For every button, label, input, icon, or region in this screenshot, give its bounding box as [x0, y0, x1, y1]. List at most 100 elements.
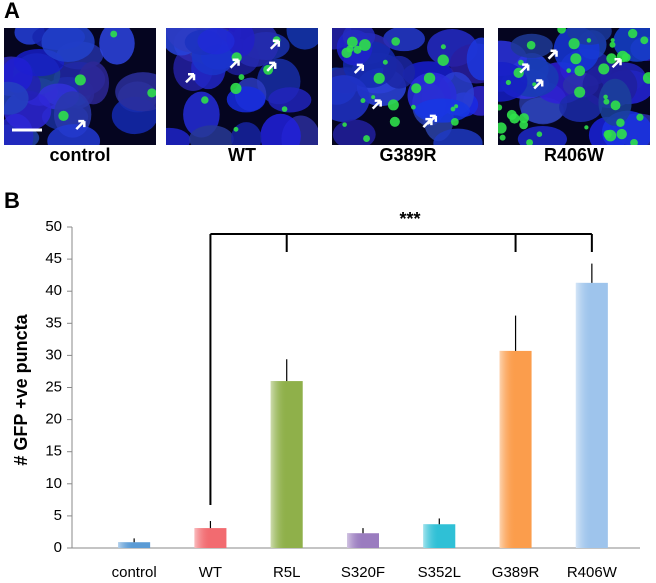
- x-tick-label: S352L: [418, 564, 461, 581]
- puncta: [536, 131, 543, 137]
- puncta: [74, 74, 86, 86]
- nucleus: [383, 28, 425, 52]
- puncta: [423, 72, 436, 84]
- puncta: [437, 54, 449, 66]
- bar-shine: [118, 542, 151, 548]
- puncta: [526, 139, 534, 145]
- puncta: [411, 83, 422, 94]
- puncta: [518, 113, 529, 124]
- nucleus: [433, 128, 483, 145]
- puncta: [574, 86, 586, 98]
- puncta: [110, 30, 118, 38]
- x-tick-label: control: [112, 564, 157, 581]
- puncta: [640, 36, 649, 45]
- nucleus: [260, 113, 301, 145]
- puncta: [499, 134, 506, 141]
- arrow: [533, 79, 544, 90]
- puncta: [532, 82, 537, 87]
- micrograph: [166, 28, 318, 145]
- arrow: [371, 99, 382, 110]
- puncta: [440, 44, 446, 50]
- puncta: [498, 122, 507, 134]
- puncta: [387, 99, 399, 111]
- bar-shine: [194, 528, 227, 548]
- nucleus: [286, 28, 318, 50]
- puncta: [454, 104, 459, 109]
- puncta: [570, 53, 582, 65]
- panel-label: A: [4, 0, 20, 23]
- nucleus: [77, 61, 110, 105]
- puncta: [147, 88, 156, 98]
- puncta: [342, 122, 347, 127]
- puncta: [347, 36, 358, 48]
- puncta: [233, 126, 239, 132]
- nucleus: [99, 28, 135, 65]
- bar-shine: [270, 381, 303, 548]
- x-tick-label: R406W: [567, 564, 618, 581]
- micrograph: [498, 28, 650, 145]
- x-tick-label: S320F: [341, 564, 385, 581]
- y-tick-label: 0: [54, 539, 62, 556]
- micrograph: [332, 28, 484, 145]
- puncta: [568, 38, 580, 50]
- image-label: R406W: [544, 145, 604, 165]
- puncta: [628, 28, 638, 39]
- y-tick-label: 35: [45, 314, 62, 331]
- nucleus: [47, 124, 101, 145]
- bar-shine: [423, 524, 456, 548]
- y-tick-label: 5: [54, 507, 62, 524]
- puncta: [609, 41, 616, 48]
- x-tick-label: R5L: [273, 564, 301, 581]
- y-tick-label: 20: [45, 411, 62, 428]
- micrograph: [4, 28, 156, 145]
- puncta: [603, 94, 608, 100]
- x-tick-label: WT: [199, 564, 222, 581]
- puncta: [586, 38, 592, 43]
- nucleus: [231, 122, 262, 145]
- arrow: [229, 58, 240, 69]
- arrow: [426, 114, 438, 125]
- bar-shine: [347, 533, 379, 548]
- arrow: [269, 39, 281, 50]
- puncta: [360, 98, 366, 104]
- arrow: [75, 119, 86, 131]
- puncta: [201, 96, 209, 104]
- puncta: [505, 79, 512, 86]
- nucleus: [520, 97, 564, 124]
- nucleus: [226, 28, 255, 57]
- bar-shine: [499, 350, 532, 548]
- y-tick-label: 45: [45, 250, 62, 267]
- nucleus: [166, 127, 191, 145]
- arrow: [519, 63, 530, 74]
- puncta: [566, 68, 572, 73]
- puncta: [610, 38, 615, 43]
- y-axis-title: # GFP +ve puncta: [11, 313, 31, 465]
- puncta: [574, 65, 586, 77]
- puncta: [373, 72, 385, 84]
- nucleus: [414, 98, 470, 123]
- puncta: [382, 59, 388, 65]
- nucleus: [41, 28, 95, 63]
- puncta: [606, 53, 617, 64]
- image-label: WT: [228, 145, 256, 165]
- nucleus: [197, 28, 235, 55]
- nucleus: [268, 87, 312, 113]
- puncta: [526, 40, 536, 50]
- puncta: [389, 116, 400, 127]
- puncta: [498, 104, 503, 111]
- nucleus: [382, 55, 416, 89]
- y-tick-label: 25: [45, 378, 62, 395]
- puncta: [610, 100, 621, 111]
- puncta: [230, 82, 242, 95]
- puncta: [281, 106, 288, 112]
- puncta: [616, 128, 627, 140]
- nucleus: [115, 72, 156, 112]
- panel-label: B: [4, 188, 20, 213]
- arrow: [185, 72, 196, 84]
- puncta: [630, 138, 638, 145]
- puncta: [359, 39, 371, 51]
- puncta: [603, 98, 610, 105]
- arrow: [547, 49, 558, 60]
- arrow: [266, 61, 277, 72]
